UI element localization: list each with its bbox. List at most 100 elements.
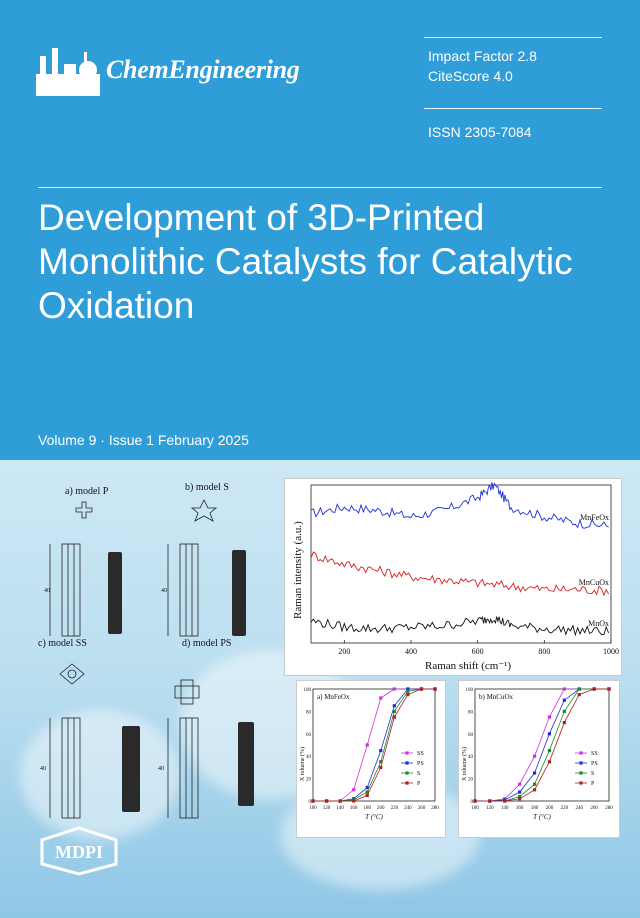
conversion-data-point [547, 760, 552, 764]
conversion-series-line [313, 688, 435, 802]
conversion-data-point [433, 687, 437, 691]
conversion-y-tick-label: 40 [468, 755, 474, 760]
conversion-y-axis-label: X toluene (%) [461, 747, 468, 781]
conversion-data-point [607, 687, 611, 691]
conversion-data-point [338, 799, 342, 803]
conversion-data-point [406, 693, 410, 697]
model-drawings: a) model P b) model S c) model SS d) mod… [38, 482, 254, 819]
conversion-y-tick-label: 0 [309, 800, 312, 805]
conversion-chart-b: 100 120 140 160 180 200 220 240 260 280 0 20 40 60 80 1… [461, 687, 613, 821]
conversion-x-tick-label: 120 [323, 806, 331, 811]
conversion-x-axis-label: T (°C) [365, 813, 383, 821]
publisher-name: MDPI [55, 842, 103, 862]
conversion-y-tick-label: 20 [468, 778, 474, 783]
conversion-data-point [518, 790, 522, 794]
conversion-data-point [379, 760, 383, 764]
raman-x-tick-label: 1000 [603, 647, 619, 656]
conversion-data-point [518, 782, 522, 786]
model-ps-label: d) model PS [182, 638, 231, 649]
conversion-data-point [392, 687, 396, 691]
conversion-x-tick-label: 100 [471, 806, 479, 811]
legend-marker [579, 771, 583, 775]
legend-label: S [591, 771, 594, 777]
conversion-data-point [547, 732, 552, 736]
height-label: 40 [161, 588, 167, 594]
conversion-data-point [562, 698, 566, 702]
legend-marker [405, 771, 409, 775]
conversion-data-point [562, 709, 566, 713]
conversion-data-point [532, 754, 537, 758]
legend-label: P [591, 781, 595, 787]
legend-label: PS [417, 761, 424, 767]
conversion-data-point [547, 715, 552, 719]
conversion-data-point [532, 788, 537, 792]
conversion-chart-b-panel: 100 120 140 160 180 200 220 240 260 280 0 20 40 60 80 1… [458, 680, 620, 838]
conversion-series-line [475, 688, 609, 802]
model-s-drawing [167, 499, 218, 637]
model-ps-drawing [167, 679, 200, 819]
conversion-data-point [379, 749, 383, 753]
conversion-x-tick-label: 120 [486, 806, 494, 811]
conversion-data-point [365, 785, 369, 790]
conversion-data-point [392, 704, 396, 708]
conversion-x-tick-label: 240 [575, 806, 583, 811]
conversion-data-point [577, 693, 581, 697]
conversion-x-tick-label: 280 [605, 806, 613, 811]
monolith-render-ss [122, 726, 140, 812]
model-ss-drawing [49, 663, 85, 819]
legend-label: PS [591, 761, 598, 767]
conversion-data-point [392, 715, 396, 719]
conversion-data-point [562, 687, 566, 691]
divider [424, 108, 602, 109]
citescore: CiteScore 4.0 [428, 68, 513, 84]
conversion-data-point [518, 797, 522, 801]
monolith-render-s [232, 550, 246, 636]
monolith-render-ps [238, 722, 254, 806]
conversion-data-point [592, 687, 596, 691]
conversion-x-tick-label: 240 [404, 806, 412, 811]
legend-label: SS [591, 751, 598, 757]
model-ss-label: c) model SS [38, 638, 87, 649]
legend-label: P [417, 781, 421, 787]
conversion-data-point [365, 793, 369, 797]
conversion-data-point [503, 799, 507, 803]
height-label: 40 [40, 766, 46, 772]
conversion-data-point [352, 788, 356, 792]
conversion-x-tick-label: 140 [501, 806, 509, 811]
raman-series-label: MnCuOx [579, 578, 609, 587]
conversion-data-point [365, 790, 369, 794]
conversion-data-point [488, 799, 492, 803]
conversion-data-point [365, 743, 369, 747]
conversion-data-point [518, 794, 522, 799]
issue-info: Volume 9 · Issue 1 February 2025 [38, 432, 249, 448]
conversion-chart-a-panel: 100 120 140 160 180 200 220 240 260 280 0 20 40 60 80 1… [296, 680, 446, 838]
conversion-x-tick-label: 160 [350, 806, 358, 811]
legend-marker [405, 761, 409, 765]
cover-header: ChemEngineering Impact Factor 2.8 CiteSc… [0, 0, 640, 190]
conversion-x-tick-label: 180 [531, 806, 539, 811]
raman-series-line [310, 551, 609, 597]
conversion-x-tick-label: 160 [516, 806, 524, 811]
model-s-label: b) model S [185, 482, 229, 493]
conversion-data-point [532, 782, 537, 786]
raman-series-label: MnFeOx [580, 513, 609, 522]
raman-x-tick-label: 600 [472, 647, 484, 656]
article-title: Development of 3D-Printed Monolithic Cat… [38, 197, 573, 326]
conversion-data-point [379, 696, 383, 700]
divider [424, 37, 602, 38]
conversion-data-point [419, 687, 424, 691]
divider [38, 187, 602, 188]
conversion-data-point [473, 799, 477, 803]
conversion-y-tick-label: 100 [304, 688, 312, 693]
raman-chart-panel: Raman intensity (a.u.) Raman shift (cm⁻¹… [284, 478, 622, 676]
conversion-y-tick-label: 60 [306, 733, 312, 738]
conversion-chart-title: b) MnCuOx [479, 693, 514, 701]
conversion-x-axis-label: T (°C) [533, 813, 551, 821]
conversion-data-point [532, 771, 537, 775]
legend-marker [405, 781, 409, 785]
monolith-render-p [108, 552, 122, 634]
raman-x-axis-label: Raman shift (cm⁻¹) [425, 660, 511, 672]
legend-marker [579, 751, 583, 755]
conversion-x-tick-label: 280 [431, 806, 439, 811]
